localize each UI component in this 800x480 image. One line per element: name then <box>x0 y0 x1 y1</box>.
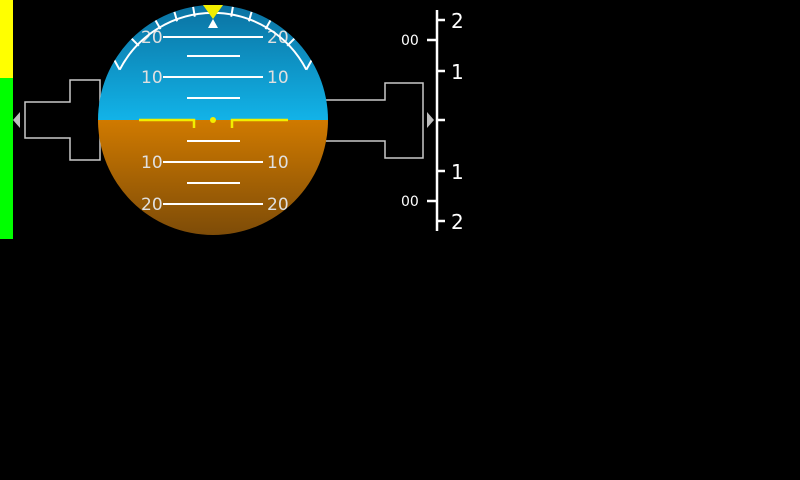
vsi-label-top1: 1 <box>451 60 464 84</box>
bank-zero-marker-icon <box>208 19 218 28</box>
pitch-label-down-20-right: 20 <box>267 195 289 215</box>
pitch-label-up-10-left: 10 <box>141 68 163 88</box>
speed-band-caution <box>0 0 13 78</box>
pitch-label-up-10-right: 10 <box>267 68 289 88</box>
ground <box>98 120 328 235</box>
speed-tape <box>0 0 13 239</box>
pitch-label-down-20-left: 20 <box>141 195 163 215</box>
bank-tick-l10 <box>192 6 196 17</box>
instrument-housing-outline-right <box>326 82 424 159</box>
pitch-label-up-20-left: 20 <box>141 28 163 48</box>
bank-tick-l60 <box>113 59 121 71</box>
bank-tick-l30 <box>154 19 162 30</box>
instrument-housing-outline <box>24 79 101 161</box>
pitch-label-up-20-right: 20 <box>267 28 289 48</box>
aircraft-wing-right <box>230 118 288 128</box>
vertical-speed-indicator: 2 1 1 2 00 00 <box>401 9 464 234</box>
bank-tick-r30 <box>264 19 272 30</box>
right-caret-icon <box>427 112 434 128</box>
vsi-label-bot2: 2 <box>451 210 464 234</box>
aircraft-symbol-icon <box>139 117 288 128</box>
left-caret-icon <box>13 112 20 128</box>
vsi-side-label-upper: 00 <box>401 33 419 49</box>
bank-tick-r60 <box>305 59 313 71</box>
bank-tick-l45 <box>130 37 140 47</box>
vsi-label-top2: 2 <box>451 9 464 33</box>
bank-tick-r20 <box>247 11 253 22</box>
sky <box>98 5 328 120</box>
pitch-label-down-10-left: 10 <box>141 153 163 173</box>
bank-tick-r10 <box>230 6 234 17</box>
vsi-side-label-lower: 00 <box>401 194 419 210</box>
bank-tick-r45 <box>286 37 296 47</box>
bank-tick-l20 <box>173 11 179 22</box>
pitch-label-down-10-right: 10 <box>267 153 289 173</box>
pitch-labels: 20 20 10 10 10 10 20 20 <box>141 28 289 215</box>
bank-pointer-icon <box>203 5 223 19</box>
aircraft-wing-left <box>139 118 196 128</box>
vsi-label-bot1: 1 <box>451 160 464 184</box>
aircraft-center-dot <box>210 117 216 123</box>
pitch-ladder <box>163 36 263 205</box>
speed-band-normal <box>0 78 13 239</box>
